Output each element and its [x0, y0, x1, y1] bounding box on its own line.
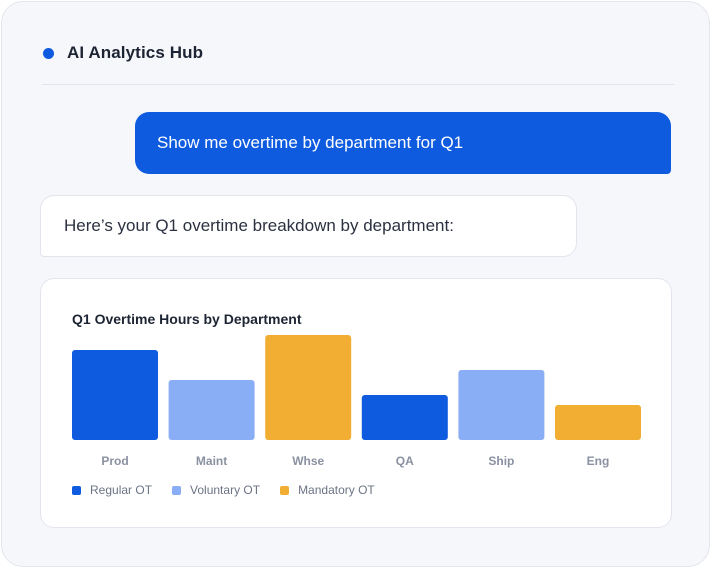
legend-item-regular: Regular OT — [72, 483, 152, 497]
bar-maint — [168, 380, 255, 440]
legend-label-voluntary: Voluntary OT — [190, 483, 261, 497]
user-message-text: Show me overtime by department for Q1 — [157, 133, 464, 152]
bar-qa — [361, 395, 448, 440]
legend-item-mandatory: Mandatory OT — [280, 483, 375, 497]
legend-label-mandatory: Mandatory OT — [298, 483, 375, 497]
status-dot-icon — [43, 48, 54, 59]
bar-prod — [72, 350, 158, 440]
bar-ship — [458, 370, 545, 440]
assistant-message-bubble: Here’s your Q1 overtime breakdown by dep… — [40, 195, 577, 257]
chart-legend: Regular OT Voluntary OT Mandatory OT — [72, 483, 375, 497]
chat-header: AI Analytics Hub — [42, 32, 674, 85]
x-tick-label-eng: Eng — [587, 454, 610, 468]
x-tick-label-whse: Whse — [292, 454, 324, 468]
legend-swatch-regular — [72, 485, 81, 495]
x-tick-label-prod: Prod — [101, 454, 128, 468]
chart-title: Q1 Overtime Hours by Department — [72, 311, 302, 327]
assistant-message-text: Here’s your Q1 overtime breakdown by dep… — [64, 216, 454, 235]
legend-swatch-voluntary — [172, 485, 182, 495]
legend-item-voluntary: Voluntary OT — [172, 483, 260, 497]
legend-label-regular: Regular OT — [90, 483, 153, 497]
x-tick-label-maint: Maint — [196, 454, 227, 468]
x-tick-label-ship: Ship — [488, 454, 514, 468]
x-tick-label-qa: QA — [396, 454, 414, 468]
bar-eng — [555, 405, 641, 440]
legend-swatch-mandatory — [280, 485, 290, 495]
user-message-bubble: Show me overtime by department for Q1 — [135, 112, 671, 174]
app-title: AI Analytics Hub — [67, 43, 204, 62]
chart-card: Q1 Overtime Hours by Department Prod Main… — [40, 278, 672, 528]
bar-chart: Prod Maint Whse QA Ship Eng — [72, 335, 641, 468]
bar-whse — [265, 335, 352, 440]
